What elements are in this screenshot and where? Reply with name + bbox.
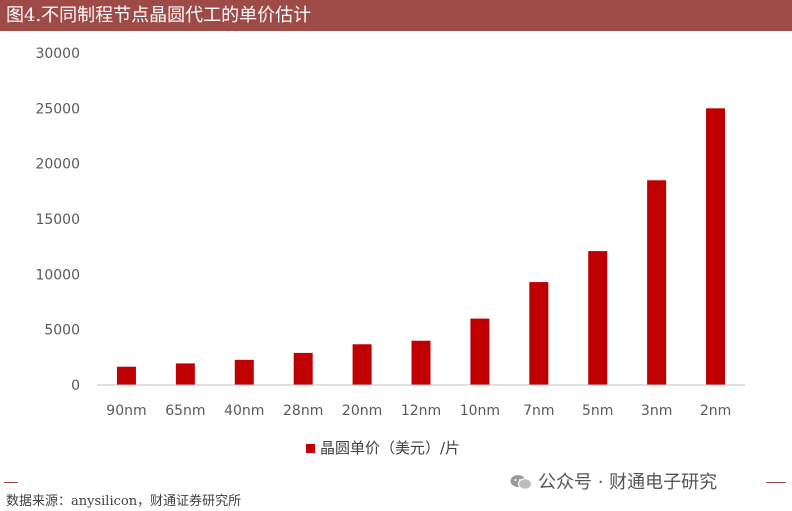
wechat-icon [510, 475, 532, 490]
watermark-text: 公众号 · 财通电子研究 [538, 472, 718, 493]
bar-3nm [647, 180, 667, 385]
bars [116, 108, 726, 385]
bar-10nm [470, 318, 490, 385]
x-axis: 90nm 65nm 40nm 28nm 20nm 12nm 10nm 7nm 5nm 3nm 2nm [97, 384, 745, 419]
y-tick-label: 20000 [35, 157, 80, 173]
x-tick-label: 20nm [342, 403, 382, 419]
legend-label: 晶圆单价（美元）/片 [320, 439, 460, 457]
bar-5nm [588, 251, 608, 385]
y-tick-label: 25000 [35, 101, 80, 117]
chart-title: 图4.不同制程节点晶圆代工的单价估计 [6, 5, 312, 26]
bar-40nm [234, 359, 254, 385]
legend-swatch [306, 444, 315, 453]
bar-90nm [116, 366, 136, 385]
x-tick-label: 7nm [523, 403, 554, 419]
title-bar: 图4.不同制程节点晶圆代工的单价估计 [0, 0, 792, 31]
x-tick-label: 2nm [700, 403, 731, 419]
watermark: 公众号 · 财通电子研究 [510, 468, 717, 494]
x-tick-label: 10nm [460, 403, 500, 419]
y-tick-label: 0 [71, 378, 80, 394]
bar-28nm [293, 352, 313, 385]
y-tick-label: 30000 [35, 46, 80, 62]
x-tick-label: 5nm [582, 403, 613, 419]
footer-rule-right [766, 482, 786, 483]
x-tick-label: 12nm [401, 403, 441, 419]
x-tick-label: 40nm [224, 403, 264, 419]
x-tick-label: 28nm [283, 403, 323, 419]
bar-7nm [529, 282, 549, 385]
footer-rule-left [4, 482, 18, 483]
legend: 晶圆单价（美元）/片 [306, 439, 460, 457]
x-tick-label: 3nm [641, 403, 672, 419]
bar-2nm [706, 108, 726, 385]
x-tick-label: 90nm [106, 403, 146, 419]
y-tick-label: 10000 [35, 267, 80, 283]
bar-12nm [411, 340, 431, 385]
source-note: 数据来源：anysilicon，财通证券研究所 [6, 494, 242, 509]
bar-chart: 0 5000 10000 15000 20000 25000 30000 90nm 65nm 4… [35, 46, 745, 457]
bar-20nm [352, 344, 372, 385]
y-tick-label: 15000 [35, 212, 80, 228]
x-tick-label: 65nm [165, 403, 205, 419]
bar-65nm [175, 363, 195, 385]
y-axis: 0 5000 10000 15000 20000 25000 30000 [35, 46, 80, 394]
y-tick-label: 5000 [44, 323, 80, 339]
